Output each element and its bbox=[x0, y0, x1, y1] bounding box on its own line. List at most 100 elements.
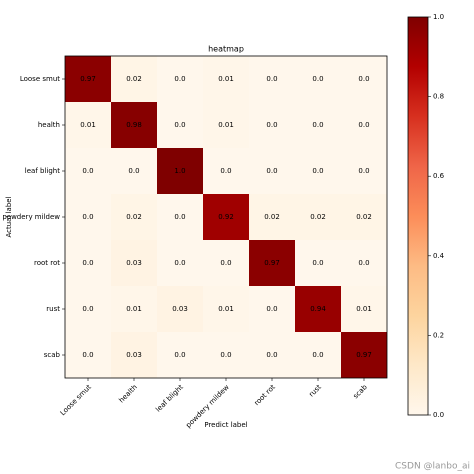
cell-label: 0.02 bbox=[356, 213, 372, 221]
heatmap-cell bbox=[203, 56, 249, 102]
heatmap-cell bbox=[341, 240, 387, 286]
heatmap-cell bbox=[111, 332, 157, 378]
cell-label: 0.01 bbox=[218, 305, 234, 313]
heatmap-cell bbox=[65, 240, 111, 286]
heatmap-cell bbox=[111, 56, 157, 102]
heatmap-cell bbox=[203, 286, 249, 332]
cell-label: 0.01 bbox=[356, 305, 372, 313]
chart-title: heatmap bbox=[208, 45, 244, 54]
colorbar-tick-label: 0.2 bbox=[433, 331, 444, 339]
heatmap-cell bbox=[65, 286, 111, 332]
cell-label: 0.02 bbox=[126, 75, 142, 83]
heatmap-cell bbox=[341, 102, 387, 148]
y-tick-label: leaf blight bbox=[25, 167, 60, 175]
watermark: CSDN @lanbo_ai bbox=[395, 462, 470, 472]
cell-label: 0.0 bbox=[266, 167, 277, 175]
y-tick-label: root rot bbox=[34, 259, 60, 267]
heatmap-cell bbox=[157, 56, 203, 102]
cell-label: 0.0 bbox=[174, 75, 185, 83]
colorbar-tick-label: 0.4 bbox=[433, 252, 445, 260]
cell-label: 0.0 bbox=[266, 305, 277, 313]
cell-label: 0.0 bbox=[174, 121, 185, 129]
cell-label: 0.0 bbox=[358, 167, 369, 175]
cell-label: 0.0 bbox=[174, 213, 185, 221]
cell-label: 0.02 bbox=[126, 213, 142, 221]
cell-label: 0.98 bbox=[126, 121, 142, 129]
cell-label: 0.03 bbox=[126, 259, 142, 267]
heatmap-cell bbox=[203, 332, 249, 378]
cell-label: 0.97 bbox=[80, 75, 96, 83]
cell-label: 0.92 bbox=[218, 213, 234, 221]
colorbar-tick-label: 0.6 bbox=[433, 172, 445, 180]
heatmap-cell bbox=[341, 56, 387, 102]
heatmap-cell bbox=[249, 240, 295, 286]
colorbar-tick-label: 1.0 bbox=[433, 13, 444, 21]
cell-label: 0.0 bbox=[358, 121, 369, 129]
cell-label: 0.0 bbox=[266, 121, 277, 129]
x-tick-label: scab bbox=[352, 383, 370, 401]
heatmap-cell bbox=[65, 148, 111, 194]
y-tick-label: rust bbox=[46, 305, 60, 313]
heatmap-cell bbox=[295, 194, 341, 240]
cell-label: 0.97 bbox=[264, 259, 280, 267]
heatmap-cell bbox=[65, 194, 111, 240]
colorbar-tick-label: 0.0 bbox=[433, 411, 444, 419]
heatmap-cell bbox=[203, 240, 249, 286]
cell-label: 0.0 bbox=[128, 167, 139, 175]
cell-label: 0.0 bbox=[358, 75, 369, 83]
heatmap-cell bbox=[249, 56, 295, 102]
cell-label: 0.0 bbox=[82, 351, 93, 359]
heatmap-cell bbox=[249, 148, 295, 194]
x-tick-label: health bbox=[117, 383, 138, 404]
heatmap-cell bbox=[203, 148, 249, 194]
heatmap-cell bbox=[295, 148, 341, 194]
heatmap-cell bbox=[295, 286, 341, 332]
colorbar bbox=[407, 16, 429, 416]
cell-label: 0.0 bbox=[312, 259, 323, 267]
cell-label: 0.02 bbox=[264, 213, 280, 221]
heatmap-cell bbox=[157, 194, 203, 240]
cell-label: 0.0 bbox=[312, 351, 323, 359]
cell-label: 0.0 bbox=[82, 167, 93, 175]
cell-label: 0.03 bbox=[172, 305, 188, 313]
cell-label: 0.0 bbox=[82, 305, 93, 313]
heatmap-cell bbox=[249, 286, 295, 332]
colorbar-tick-label: 0.8 bbox=[433, 93, 444, 101]
x-tick-label: root rot bbox=[253, 383, 277, 407]
heatmap-cell bbox=[295, 102, 341, 148]
cell-label: 0.0 bbox=[312, 167, 323, 175]
x-tick-label: rust bbox=[307, 383, 323, 399]
heatmap-cell bbox=[341, 332, 387, 378]
x-tick-label: Loose smut bbox=[59, 383, 93, 417]
heatmap-cell bbox=[341, 148, 387, 194]
heatmap-cell bbox=[249, 102, 295, 148]
cell-label: 0.01 bbox=[218, 75, 234, 83]
cell-label: 0.0 bbox=[358, 259, 369, 267]
heatmap-cell bbox=[65, 56, 111, 102]
heatmap-cell bbox=[111, 286, 157, 332]
heatmap-cell bbox=[249, 194, 295, 240]
heatmap-cell bbox=[157, 148, 203, 194]
heatmap-cell bbox=[203, 194, 249, 240]
heatmap-cell bbox=[111, 102, 157, 148]
cell-label: 0.0 bbox=[220, 167, 231, 175]
heatmap-cell bbox=[203, 102, 249, 148]
heatmap-cell bbox=[157, 286, 203, 332]
heatmap-cell bbox=[157, 332, 203, 378]
heatmap-cell bbox=[111, 240, 157, 286]
cell-label: 0.03 bbox=[126, 351, 142, 359]
heatmap-cell bbox=[111, 148, 157, 194]
cell-label: 0.0 bbox=[174, 351, 185, 359]
cell-label: 0.01 bbox=[218, 121, 234, 129]
cell-label: 0.0 bbox=[82, 213, 93, 221]
y-tick-label: scab bbox=[44, 351, 61, 359]
heatmap-cell bbox=[295, 56, 341, 102]
cell-label: 0.01 bbox=[126, 305, 142, 313]
cell-label: 0.94 bbox=[310, 305, 326, 313]
heatmap-cell bbox=[111, 194, 157, 240]
cell-label: 0.0 bbox=[220, 351, 231, 359]
cell-label: 0.0 bbox=[312, 121, 323, 129]
heatmap-cell bbox=[295, 332, 341, 378]
heatmap-cell bbox=[65, 332, 111, 378]
